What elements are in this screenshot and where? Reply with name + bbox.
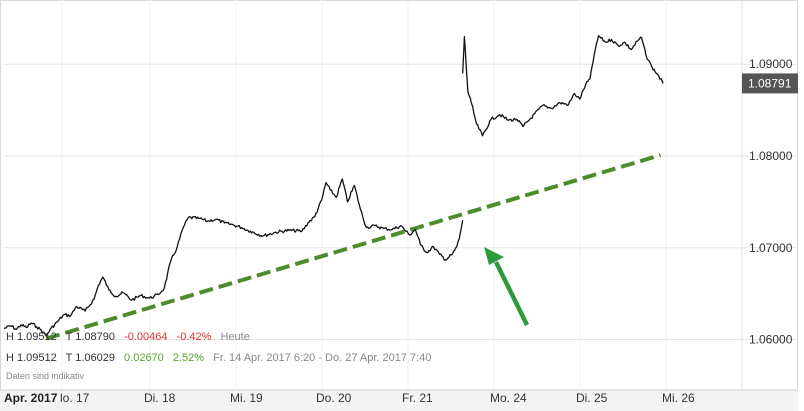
trendline-layer xyxy=(45,153,662,341)
y-tick-label: 1.08000 xyxy=(749,149,793,163)
x-tick-label: Mi. 26 xyxy=(662,391,695,405)
info-high: H 1.09512 xyxy=(6,352,57,364)
series-layer xyxy=(3,35,664,337)
info-change-pct: -0.42% xyxy=(176,331,212,343)
x-tick-label: Do. 20 xyxy=(316,391,352,405)
x-axis: Apr. 2017 lo. 17 Di. 18 Mi. 19 Do. 20 Fr. 21 M… xyxy=(0,389,798,411)
info-low: T 1.06029 xyxy=(65,352,115,364)
x-tick-label: Mo. 24 xyxy=(490,391,527,405)
x-tick-label: Apr. 2017 xyxy=(4,391,58,405)
day-separators xyxy=(61,0,667,390)
last-value-label: 1.08791 xyxy=(748,76,792,90)
x-tick-label: Mi. 19 xyxy=(230,391,263,405)
info-change-pct: 2.52% xyxy=(172,352,205,364)
info-row-today: H 1.09512 T 1.08790 -0.00464 -0.42% Heut… xyxy=(6,331,256,343)
annotation-arrow-shaft xyxy=(493,261,530,326)
x-tick-label: Fr. 21 xyxy=(402,391,433,405)
y-tick-label: 1.06000 xyxy=(749,333,793,347)
info-low: T 1.08790 xyxy=(65,331,115,343)
info-row-range: H 1.09512 T 1.06029 0.02670 2.52% Fr. 14… xyxy=(6,352,437,364)
x-axis-band xyxy=(0,390,798,411)
y-tick-label: 1.09000 xyxy=(749,57,793,71)
info-period: Heute xyxy=(220,331,250,343)
trendline xyxy=(45,153,662,341)
info-change: 0.02670 xyxy=(124,352,164,364)
y-tick-label: 1.07000 xyxy=(749,241,793,255)
annotation-arrow-layer xyxy=(484,247,530,326)
info-period: Fr. 14 Apr. 2017 6:20 - Do. 27 Apr. 2017… xyxy=(213,352,432,364)
indicative-note: Daten sind indikativ xyxy=(6,371,85,381)
info-change: -0.00464 xyxy=(124,331,168,343)
last-value-layer: 1.08791 xyxy=(742,73,798,94)
info-high: H 1.09512 xyxy=(6,331,57,343)
price-series-line xyxy=(3,35,664,337)
last-value-box xyxy=(742,73,798,94)
annotation-arrow-head xyxy=(484,247,504,265)
y-axis-ticks: 1.06000 1.07000 1.08000 1.09000 xyxy=(749,57,793,346)
x-tick-label: lo. 17 xyxy=(60,391,90,405)
x-tick-label: Di. 25 xyxy=(576,391,608,405)
x-tick-label: Di. 18 xyxy=(144,391,176,405)
